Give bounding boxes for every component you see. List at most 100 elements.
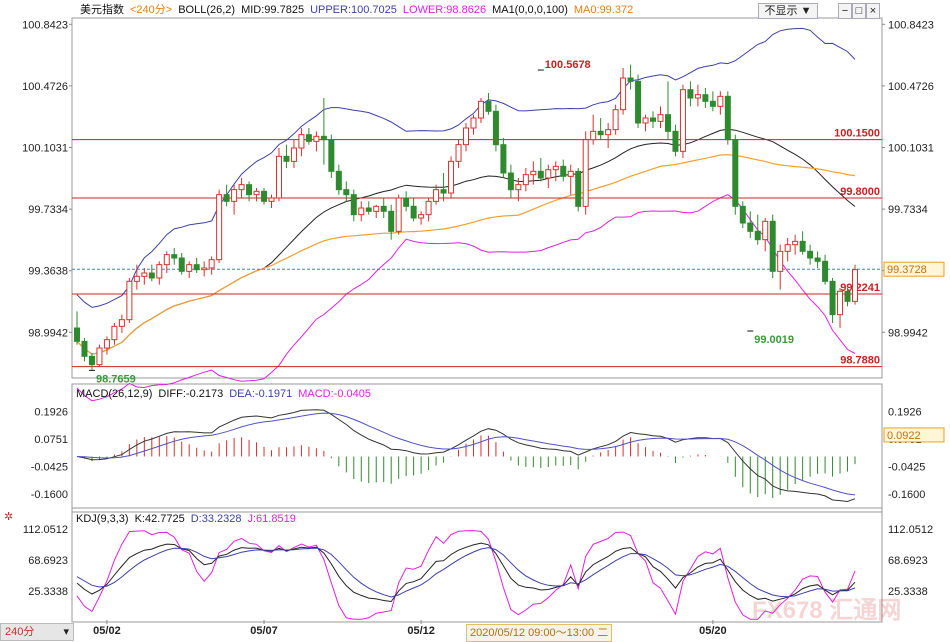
period-selector-label: 240分 [5, 626, 35, 638]
kdj-d: D:33.2328 [190, 513, 242, 525]
candle-body [298, 134, 305, 149]
kdj-tick-label-left: 68.6923 [28, 555, 68, 567]
candle-body [642, 117, 649, 124]
annotation-label: 100.5678 [545, 59, 591, 71]
hide-dropdown[interactable]: 不显示 ▼ [758, 3, 818, 19]
main-header: 美元指数 <240分> BOLL(26,2) MID:99.7825 UPPER:100… [80, 2, 639, 18]
candle-body [612, 109, 619, 131]
macd-tick-label-right: -0.1600 [888, 489, 925, 501]
candle-body [231, 189, 238, 202]
macd-header: MACD(26,12,9) DIFF:-0.2173 DEA:-0.1971 MACD… [76, 386, 377, 402]
price-tick-label-left: 100.4726 [22, 81, 68, 93]
candle-body [717, 95, 724, 107]
kdj-tick-label-right: 68.6923 [888, 555, 928, 567]
candle-body [582, 139, 589, 207]
candle-body [74, 327, 80, 342]
candle-body [515, 184, 522, 191]
candle-body [747, 222, 754, 232]
ma-label: MA1(0,0,0,100) [492, 4, 568, 16]
candle-body [837, 290, 844, 316]
candle-body [380, 205, 387, 212]
candle-body [500, 144, 507, 174]
level-line-label: 99.8000 [840, 186, 880, 198]
candle-body [395, 197, 402, 232]
candle-body [739, 205, 746, 224]
period-selector[interactable]: 240分 ▾ [0, 623, 74, 641]
candle-body [620, 77, 627, 111]
macd-tick-label-left: 0.1926 [34, 406, 68, 418]
candle-body [201, 267, 208, 271]
crosshair-time-label: 2020/05/12 09:00～13:00 二 [466, 624, 613, 642]
candle-body [709, 100, 716, 107]
macd-diff-line [76, 409, 856, 503]
candle-body [320, 135, 327, 141]
kdj-name: KDJ(9,3,3) [76, 513, 129, 525]
candle-body [275, 155, 282, 199]
macd-tick-label-left: -0.1600 [31, 489, 68, 501]
price-tick-label-right: 98.9942 [888, 327, 928, 339]
candle-body [455, 144, 462, 162]
ma-line [76, 154, 856, 355]
candle-body [470, 117, 477, 129]
kdj-header: KDJ(9,3,3) K:42.7725 D:33.2328 J:61.8519 [76, 511, 302, 527]
level-line-label: 98.7880 [840, 355, 880, 367]
candle-body [418, 214, 425, 219]
watermark-logo: FX678 汇通网 [752, 597, 902, 624]
chevron-down-icon: ▾ [63, 626, 69, 638]
minimize-button[interactable]: − [838, 3, 852, 19]
candle-body [552, 165, 559, 171]
candle-body [664, 114, 671, 132]
current-price-tag [883, 261, 945, 277]
macd-pane-frame [71, 383, 883, 513]
restore-button[interactable]: □ [852, 3, 866, 19]
boll-upper-line [76, 27, 856, 308]
candle-body [463, 127, 469, 146]
candle-body [754, 230, 761, 241]
candle-body [313, 135, 320, 142]
candle-body [522, 174, 529, 186]
symbol-name: 美元指数 [80, 4, 124, 16]
candle-body [343, 189, 350, 196]
candle-body [687, 89, 694, 99]
kdj-tick-label-right: 112.0512 [888, 524, 933, 536]
candle-body [822, 260, 829, 282]
candle-body [440, 189, 447, 194]
boll-lower: LOWER:98.8626 [402, 4, 487, 16]
candle-body [799, 240, 806, 252]
candle-body [732, 139, 739, 207]
candle-body [171, 254, 178, 259]
candle-body [537, 170, 544, 179]
candle-body [178, 257, 185, 272]
candle-body [507, 172, 514, 191]
candle-body [448, 160, 455, 194]
close-button[interactable]: × [866, 3, 880, 19]
candle-body [118, 319, 125, 327]
macd-macd: MACD:-0.0405 [298, 388, 371, 400]
kdj-j: J:61.8519 [247, 513, 296, 525]
macd-dea: DEA:-0.1971 [229, 388, 293, 400]
kdj-k-line [76, 542, 856, 603]
macd-diff: DIFF:-0.2173 [158, 388, 224, 400]
candle-body [216, 194, 223, 261]
boll-label: BOLL(26,2) [178, 4, 236, 16]
candle-body [111, 325, 118, 341]
candle-body [605, 129, 612, 136]
boll-upper: UPPER:100.7025 [310, 4, 397, 16]
candle-body [657, 114, 664, 122]
macd-current-label: 0.0922 [887, 430, 921, 442]
candle-body [290, 147, 297, 162]
candle-body [126, 280, 133, 321]
macd-dea-line [76, 412, 856, 496]
candle-body [829, 280, 836, 316]
period-label[interactable]: <240分> [130, 4, 173, 16]
macd-tick-label-left: 0.0751 [34, 434, 68, 446]
settings-gear-icon[interactable]: ✲ [4, 511, 14, 523]
kdj-tick-label-left: 112.0512 [23, 524, 68, 536]
candle-body [567, 170, 574, 177]
candle-body [694, 94, 701, 99]
x-tick-label: 05/12 [407, 625, 435, 637]
price-tick-label-right: 100.1031 [888, 142, 934, 154]
candle-body [238, 184, 245, 191]
candle-body [223, 194, 230, 202]
